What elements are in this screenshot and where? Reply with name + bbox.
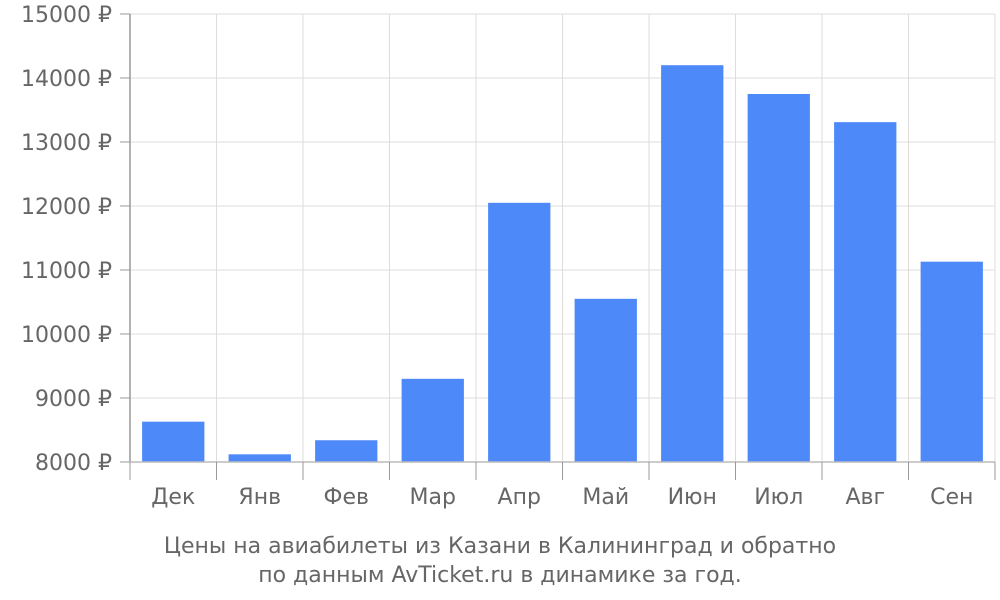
bar-2	[228, 454, 291, 462]
bar-1	[142, 421, 205, 462]
axes	[129, 14, 996, 480]
x-tick-label: Авг	[845, 485, 885, 510]
caption-line-2: по данным AvTicket.ru в динамике за год.	[258, 563, 742, 588]
x-tick-label: Сен	[930, 485, 973, 510]
x-tick-label: Дек	[151, 485, 195, 510]
bar-8	[747, 94, 810, 462]
y-tick-label: 9000 ₽	[35, 387, 112, 412]
x-tick-label: Июн	[668, 485, 717, 510]
x-tick-label: Апр	[498, 485, 541, 510]
y-tick-label: 12000 ₽	[21, 195, 112, 220]
x-tick-label: Июл	[754, 485, 803, 510]
bar-7	[661, 65, 724, 462]
y-axis-tick-labels: 8000 ₽ 9000 ₽ 10000 ₽ 11000 ₽ 12000 ₽ 13000 ₽…	[21, 3, 112, 476]
bar-6	[574, 298, 637, 462]
x-tick-label: Янв	[238, 485, 281, 510]
bar-3	[315, 440, 378, 462]
y-tick-label: 13000 ₽	[21, 131, 112, 156]
y-tick-label: 10000 ₽	[21, 323, 112, 348]
bar-5	[488, 202, 551, 463]
y-tick-label: 15000 ₽	[21, 3, 112, 28]
x-axis-tick-labels: Дек Янв Фев Мар Апр Май Июн Июл Авг Сен	[151, 485, 973, 510]
caption-line-1: Цены на авиабилеты из Казани в Калинингр…	[163, 534, 837, 559]
x-tick-label: Мар	[410, 485, 456, 510]
x-tick-label: Май	[582, 485, 629, 510]
y-tick-label: 11000 ₽	[21, 259, 112, 284]
x-tick-label: Фев	[324, 485, 369, 510]
grid-lines	[120, 13, 996, 463]
bar-4	[401, 378, 464, 462]
y-tick-label: 8000 ₽	[35, 451, 112, 476]
bars	[142, 65, 983, 463]
y-tick-label: 14000 ₽	[21, 67, 112, 92]
bar-10	[920, 261, 983, 462]
bar-9	[834, 122, 897, 462]
